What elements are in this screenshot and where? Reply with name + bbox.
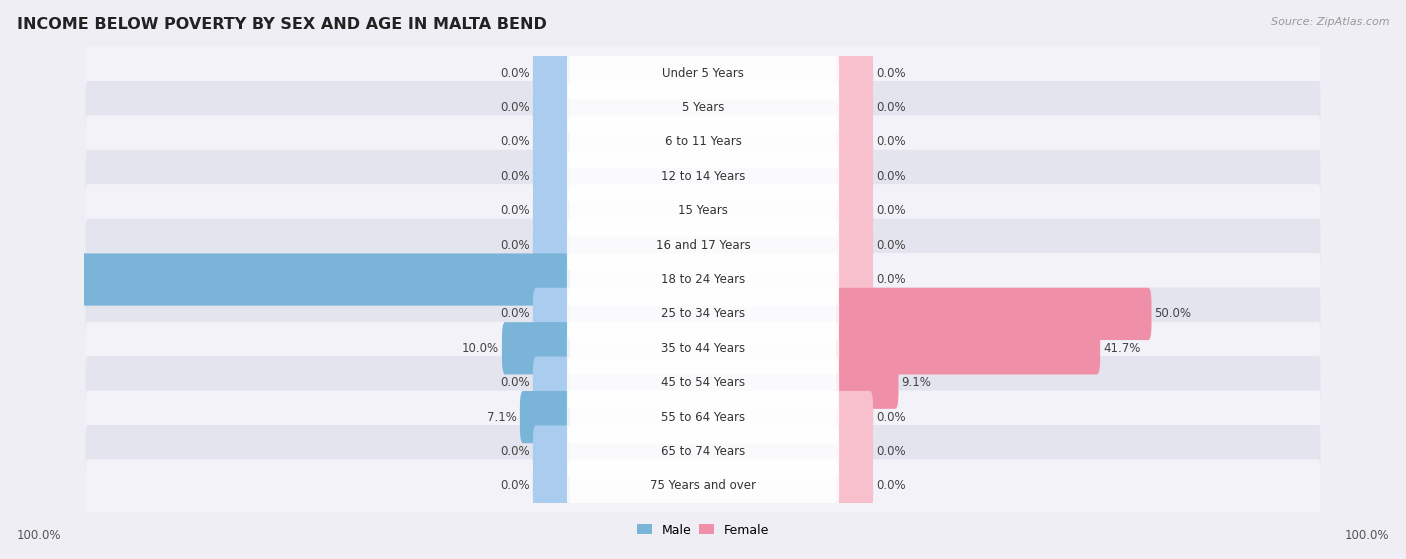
FancyBboxPatch shape [86, 253, 1320, 306]
FancyBboxPatch shape [86, 150, 1320, 203]
Text: 0.0%: 0.0% [501, 239, 530, 252]
FancyBboxPatch shape [837, 184, 873, 237]
Text: 100.0%: 100.0% [17, 529, 62, 542]
Text: 45 to 54 Years: 45 to 54 Years [661, 376, 745, 389]
FancyBboxPatch shape [837, 82, 873, 134]
FancyBboxPatch shape [86, 81, 1320, 134]
Text: Source: ZipAtlas.com: Source: ZipAtlas.com [1271, 17, 1389, 27]
FancyBboxPatch shape [533, 82, 569, 134]
FancyBboxPatch shape [837, 391, 873, 443]
FancyBboxPatch shape [86, 287, 1320, 340]
Text: 0.0%: 0.0% [876, 273, 905, 286]
FancyBboxPatch shape [533, 459, 569, 512]
FancyBboxPatch shape [86, 425, 1320, 478]
FancyBboxPatch shape [533, 288, 569, 340]
FancyBboxPatch shape [837, 253, 873, 306]
Text: 0.0%: 0.0% [876, 411, 905, 424]
Text: 7.1%: 7.1% [486, 411, 517, 424]
FancyBboxPatch shape [533, 47, 569, 100]
Text: Under 5 Years: Under 5 Years [662, 67, 744, 79]
Text: 50.0%: 50.0% [1154, 307, 1192, 320]
Text: 12 to 14 Years: 12 to 14 Years [661, 170, 745, 183]
FancyBboxPatch shape [567, 150, 839, 202]
FancyBboxPatch shape [86, 219, 1320, 272]
Text: 0.0%: 0.0% [501, 204, 530, 217]
Text: 0.0%: 0.0% [501, 135, 530, 148]
Text: 10.0%: 10.0% [461, 342, 499, 355]
Text: 0.0%: 0.0% [501, 445, 530, 458]
FancyBboxPatch shape [837, 47, 873, 100]
Text: 0.0%: 0.0% [501, 67, 530, 79]
FancyBboxPatch shape [567, 47, 839, 100]
FancyBboxPatch shape [567, 425, 839, 477]
Text: 5 Years: 5 Years [682, 101, 724, 114]
Text: 0.0%: 0.0% [501, 480, 530, 492]
FancyBboxPatch shape [837, 288, 1152, 340]
Text: 35 to 44 Years: 35 to 44 Years [661, 342, 745, 355]
Text: 6 to 11 Years: 6 to 11 Years [665, 135, 741, 148]
Text: 0.0%: 0.0% [501, 307, 530, 320]
FancyBboxPatch shape [86, 322, 1320, 375]
Text: 0.0%: 0.0% [501, 101, 530, 114]
FancyBboxPatch shape [533, 150, 569, 202]
FancyBboxPatch shape [837, 425, 873, 477]
FancyBboxPatch shape [0, 253, 569, 306]
Text: 0.0%: 0.0% [876, 67, 905, 79]
FancyBboxPatch shape [567, 253, 839, 306]
Legend: Male, Female: Male, Female [631, 519, 775, 542]
Text: 41.7%: 41.7% [1104, 342, 1140, 355]
Text: 0.0%: 0.0% [876, 101, 905, 114]
Text: 0.0%: 0.0% [876, 445, 905, 458]
FancyBboxPatch shape [567, 391, 839, 443]
FancyBboxPatch shape [86, 46, 1320, 100]
Text: 0.0%: 0.0% [501, 376, 530, 389]
FancyBboxPatch shape [86, 184, 1320, 237]
FancyBboxPatch shape [86, 356, 1320, 409]
Text: 9.1%: 9.1% [901, 376, 931, 389]
FancyBboxPatch shape [567, 184, 839, 237]
FancyBboxPatch shape [837, 322, 1099, 375]
FancyBboxPatch shape [533, 219, 569, 271]
Text: 0.0%: 0.0% [876, 480, 905, 492]
FancyBboxPatch shape [86, 115, 1320, 168]
FancyBboxPatch shape [533, 184, 569, 237]
FancyBboxPatch shape [837, 357, 898, 409]
FancyBboxPatch shape [567, 288, 839, 340]
FancyBboxPatch shape [837, 150, 873, 202]
FancyBboxPatch shape [837, 219, 873, 271]
Text: 25 to 34 Years: 25 to 34 Years [661, 307, 745, 320]
Text: 0.0%: 0.0% [876, 239, 905, 252]
Text: 0.0%: 0.0% [501, 170, 530, 183]
FancyBboxPatch shape [533, 425, 569, 477]
Text: 16 and 17 Years: 16 and 17 Years [655, 239, 751, 252]
Text: 0.0%: 0.0% [876, 135, 905, 148]
FancyBboxPatch shape [567, 116, 839, 168]
FancyBboxPatch shape [567, 459, 839, 512]
FancyBboxPatch shape [837, 116, 873, 168]
FancyBboxPatch shape [567, 219, 839, 271]
FancyBboxPatch shape [533, 357, 569, 409]
Text: 15 Years: 15 Years [678, 204, 728, 217]
FancyBboxPatch shape [567, 357, 839, 409]
Text: 18 to 24 Years: 18 to 24 Years [661, 273, 745, 286]
FancyBboxPatch shape [533, 116, 569, 168]
FancyBboxPatch shape [520, 391, 569, 443]
Text: 65 to 74 Years: 65 to 74 Years [661, 445, 745, 458]
FancyBboxPatch shape [567, 82, 839, 134]
FancyBboxPatch shape [567, 322, 839, 375]
FancyBboxPatch shape [502, 322, 569, 375]
FancyBboxPatch shape [837, 459, 873, 512]
FancyBboxPatch shape [86, 459, 1320, 513]
Text: 55 to 64 Years: 55 to 64 Years [661, 411, 745, 424]
Text: 100.0%: 100.0% [1344, 529, 1389, 542]
Text: 0.0%: 0.0% [876, 170, 905, 183]
FancyBboxPatch shape [86, 391, 1320, 444]
Text: 75 Years and over: 75 Years and over [650, 480, 756, 492]
Text: 0.0%: 0.0% [876, 204, 905, 217]
Text: INCOME BELOW POVERTY BY SEX AND AGE IN MALTA BEND: INCOME BELOW POVERTY BY SEX AND AGE IN M… [17, 17, 547, 32]
